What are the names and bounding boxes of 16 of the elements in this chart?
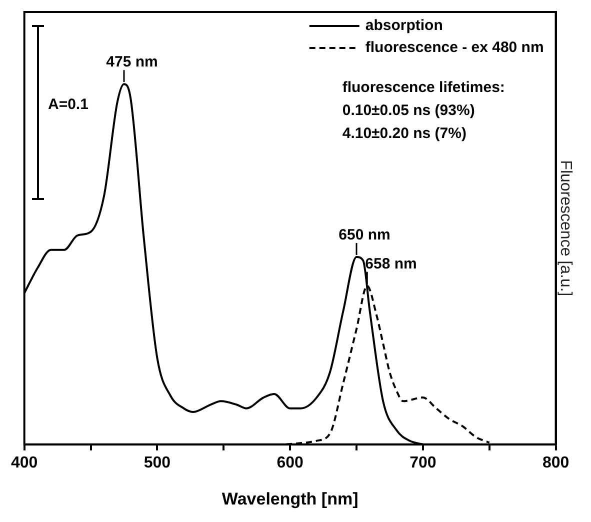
annotation: 0.10±0.05 ns (93%) [342,102,475,119]
annotation: 650 nm [338,226,390,244]
x-tick-label: 500 [144,454,171,472]
annotation: A=0.1 [48,96,88,113]
x-tick-label: 700 [410,454,436,472]
annotation: 658 nm [365,255,417,272]
x-axis-title: Wavelength [nm] [222,489,358,508]
x-tick-label: 600 [276,454,304,472]
x-tick-label: 800 [542,454,570,472]
annotation: 4.10±0.20 ns (7%) [342,125,466,142]
annotation: 475 nm [106,54,158,71]
y-axis-title: Fluorescence [a.u.] [556,160,574,296]
legend-label: absorption [365,17,443,34]
x-tick-label: 400 [10,454,38,472]
annotation: fluorescence lifetimes: [342,79,505,96]
legend-label: fluorescence - ex 480 nm [365,39,544,56]
